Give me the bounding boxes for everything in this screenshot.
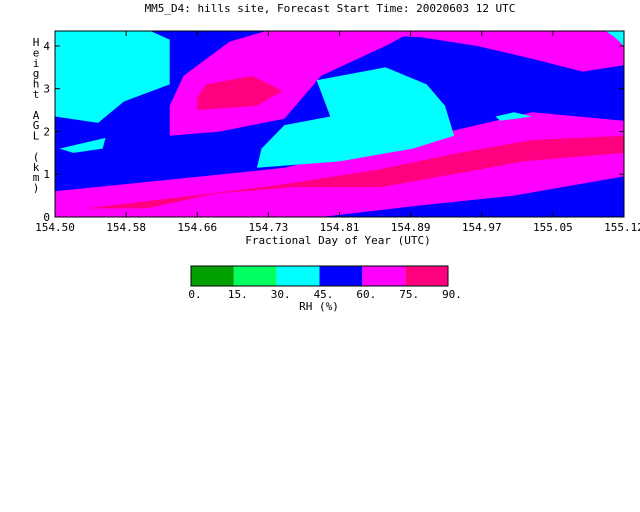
rh-region-60-75-3	[169, 31, 413, 136]
x-tick-label: 154.50	[35, 221, 75, 234]
x-tick-label: 154.97	[462, 221, 502, 234]
colorbar-swatch-3	[319, 266, 363, 286]
colorbar-tick-label: 90.	[442, 288, 462, 301]
colorbar-tick-label: 60.	[356, 288, 376, 301]
y-tick-label: 1	[43, 168, 50, 181]
x-tick-label: 154.89	[391, 221, 431, 234]
x-tick-label: 155.12	[604, 221, 640, 234]
rh-region-75-90-4	[197, 75, 283, 111]
rh-region-30-45-1	[55, 31, 170, 123]
colorbar-swatch-0	[191, 266, 234, 286]
x-tick-label: 154.66	[177, 221, 217, 234]
colorbar-swatch-5	[405, 266, 448, 286]
rh-region-30-45-9	[495, 112, 533, 121]
x-axis-label: Fractional Day of Year (UTC)	[245, 234, 430, 247]
colorbar-tick-label: 75.	[399, 288, 419, 301]
x-tick-label: 154.73	[249, 221, 289, 234]
y-tick-label: 2	[43, 125, 50, 138]
x-tick-label: 154.81	[320, 221, 360, 234]
chart-title: MM5_D4: hills site, Forecast Start Time:…	[145, 2, 516, 15]
x-tick-label: 155.05	[533, 221, 573, 234]
colorbar-tick-label: 15.	[228, 288, 248, 301]
x-axis: 154.50 154.58 154.66 154.73 154.81 154.89 154.…	[35, 31, 640, 234]
x-tick-label: 154.58	[106, 221, 146, 234]
colorbar-frame	[190, 265, 449, 287]
y-tick-label: 4	[43, 40, 50, 53]
plot-area	[55, 31, 624, 217]
y-axis: 0 1 2 3 4	[43, 40, 624, 224]
colorbar-swatch-2	[276, 266, 320, 286]
colorbar-swatch-4	[362, 266, 406, 286]
rh-region-60-75-5	[55, 112, 624, 217]
rh-region-60-75-7	[312, 31, 624, 72]
y-tick-label: 3	[43, 83, 50, 96]
colorbar-tick-label: 45.	[314, 288, 334, 301]
rh-region-30-45-10	[605, 31, 624, 46]
rh-region-30-45-2	[59, 137, 106, 153]
rh-region-30-45-8	[256, 67, 455, 168]
y-tick-label: 0	[43, 211, 50, 224]
colorbar-tick-label: 30.	[271, 288, 291, 301]
colorbar: 0. 15. 30. 45. 60. 75. 90.	[188, 265, 462, 301]
colorbar-tick-label: 0.	[188, 288, 201, 301]
colorbar-swatch-1	[233, 266, 277, 286]
colorbar-label: RH (%)	[299, 300, 339, 313]
rh-region-75-90-6	[86, 135, 624, 209]
